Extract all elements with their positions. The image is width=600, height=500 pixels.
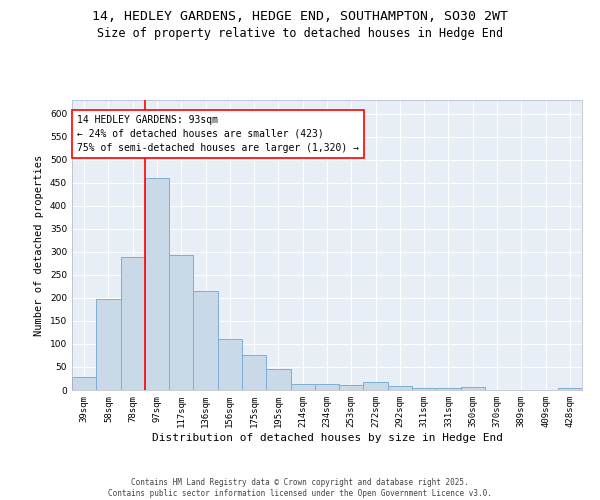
Bar — [364, 382, 388, 390]
Text: 14, HEDLEY GARDENS, HEDGE END, SOUTHAMPTON, SO30 2WT: 14, HEDLEY GARDENS, HEDGE END, SOUTHAMPT… — [92, 10, 508, 23]
Bar — [72, 377, 96, 390]
Bar — [290, 384, 315, 390]
Bar — [315, 384, 339, 390]
Bar — [96, 300, 121, 390]
Bar — [436, 388, 461, 390]
Bar — [242, 356, 266, 390]
Bar — [412, 388, 436, 390]
Y-axis label: Number of detached properties: Number of detached properties — [34, 154, 44, 336]
Text: 14 HEDLEY GARDENS: 93sqm
← 24% of detached houses are smaller (423)
75% of semi-: 14 HEDLEY GARDENS: 93sqm ← 24% of detach… — [77, 114, 359, 152]
Bar — [461, 387, 485, 390]
Bar — [193, 291, 218, 390]
Bar — [169, 255, 193, 390]
Bar — [121, 256, 145, 390]
Bar — [339, 385, 364, 390]
X-axis label: Distribution of detached houses by size in Hedge End: Distribution of detached houses by size … — [151, 432, 503, 442]
Text: Contains HM Land Registry data © Crown copyright and database right 2025.
Contai: Contains HM Land Registry data © Crown c… — [108, 478, 492, 498]
Bar — [266, 370, 290, 390]
Bar — [218, 340, 242, 390]
Text: Size of property relative to detached houses in Hedge End: Size of property relative to detached ho… — [97, 28, 503, 40]
Bar — [558, 388, 582, 390]
Bar — [388, 386, 412, 390]
Bar — [145, 178, 169, 390]
